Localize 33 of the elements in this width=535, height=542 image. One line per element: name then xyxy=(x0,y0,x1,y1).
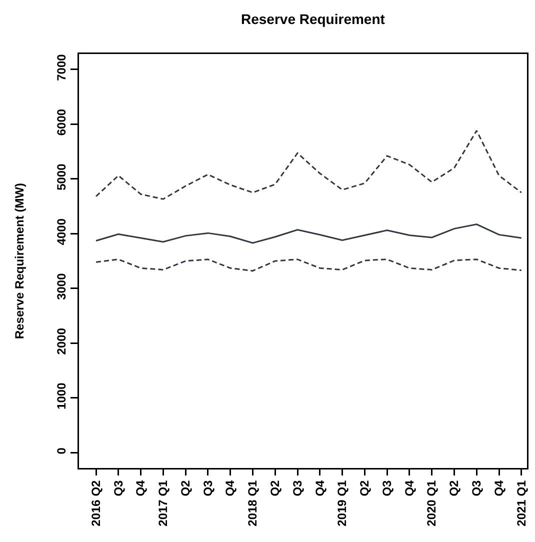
x-tick-label: 2019 Q1 xyxy=(335,480,350,526)
y-tick-label: 1000 xyxy=(54,382,69,410)
x-tick-label: Q4 xyxy=(223,480,238,496)
y-tick-label: 4000 xyxy=(54,218,69,246)
y-tick-label: 5000 xyxy=(54,163,69,190)
x-tick-label: Q2 xyxy=(178,480,192,496)
x-tick-label: Q4 xyxy=(492,480,506,496)
chart-title: Reserve Requirement xyxy=(241,10,386,27)
y-axis-title: Reserve Requirement (MW) xyxy=(12,182,26,340)
x-tick-label: 2016 Q2 xyxy=(88,480,103,526)
y-tick-label: 2000 xyxy=(54,328,69,355)
line-series xyxy=(95,224,522,244)
x-tick-label: Q3 xyxy=(290,480,304,496)
y-tick-label: 0 xyxy=(54,447,69,454)
x-tick-label: Q3 xyxy=(111,480,126,496)
x-tick-label: Q2 xyxy=(268,480,282,496)
x-tick-label: 2020 Q1 xyxy=(424,480,439,526)
y-tick-label: 6000 xyxy=(54,108,69,136)
y-tick-label: 7000 xyxy=(54,54,69,81)
x-tick-label: Q2 xyxy=(447,480,462,496)
x-tick-label: Q4 xyxy=(312,480,327,496)
x-tick-label: 2021 Q1 xyxy=(514,480,528,526)
y-tick-label: 3000 xyxy=(54,272,69,300)
line-series xyxy=(95,258,522,272)
x-tick-label: Q2 xyxy=(358,480,372,496)
line-series xyxy=(95,130,522,200)
x-tick-label: Q4 xyxy=(134,480,148,496)
x-tick-label: Q3 xyxy=(470,480,484,496)
x-tick-label: Q3 xyxy=(200,480,215,496)
x-tick-label: Q3 xyxy=(380,480,394,496)
x-tick-label: Q4 xyxy=(402,480,416,496)
x-tick-label: 2017 Q1 xyxy=(156,480,170,526)
x-tick-label: 2018 Q1 xyxy=(246,480,260,526)
